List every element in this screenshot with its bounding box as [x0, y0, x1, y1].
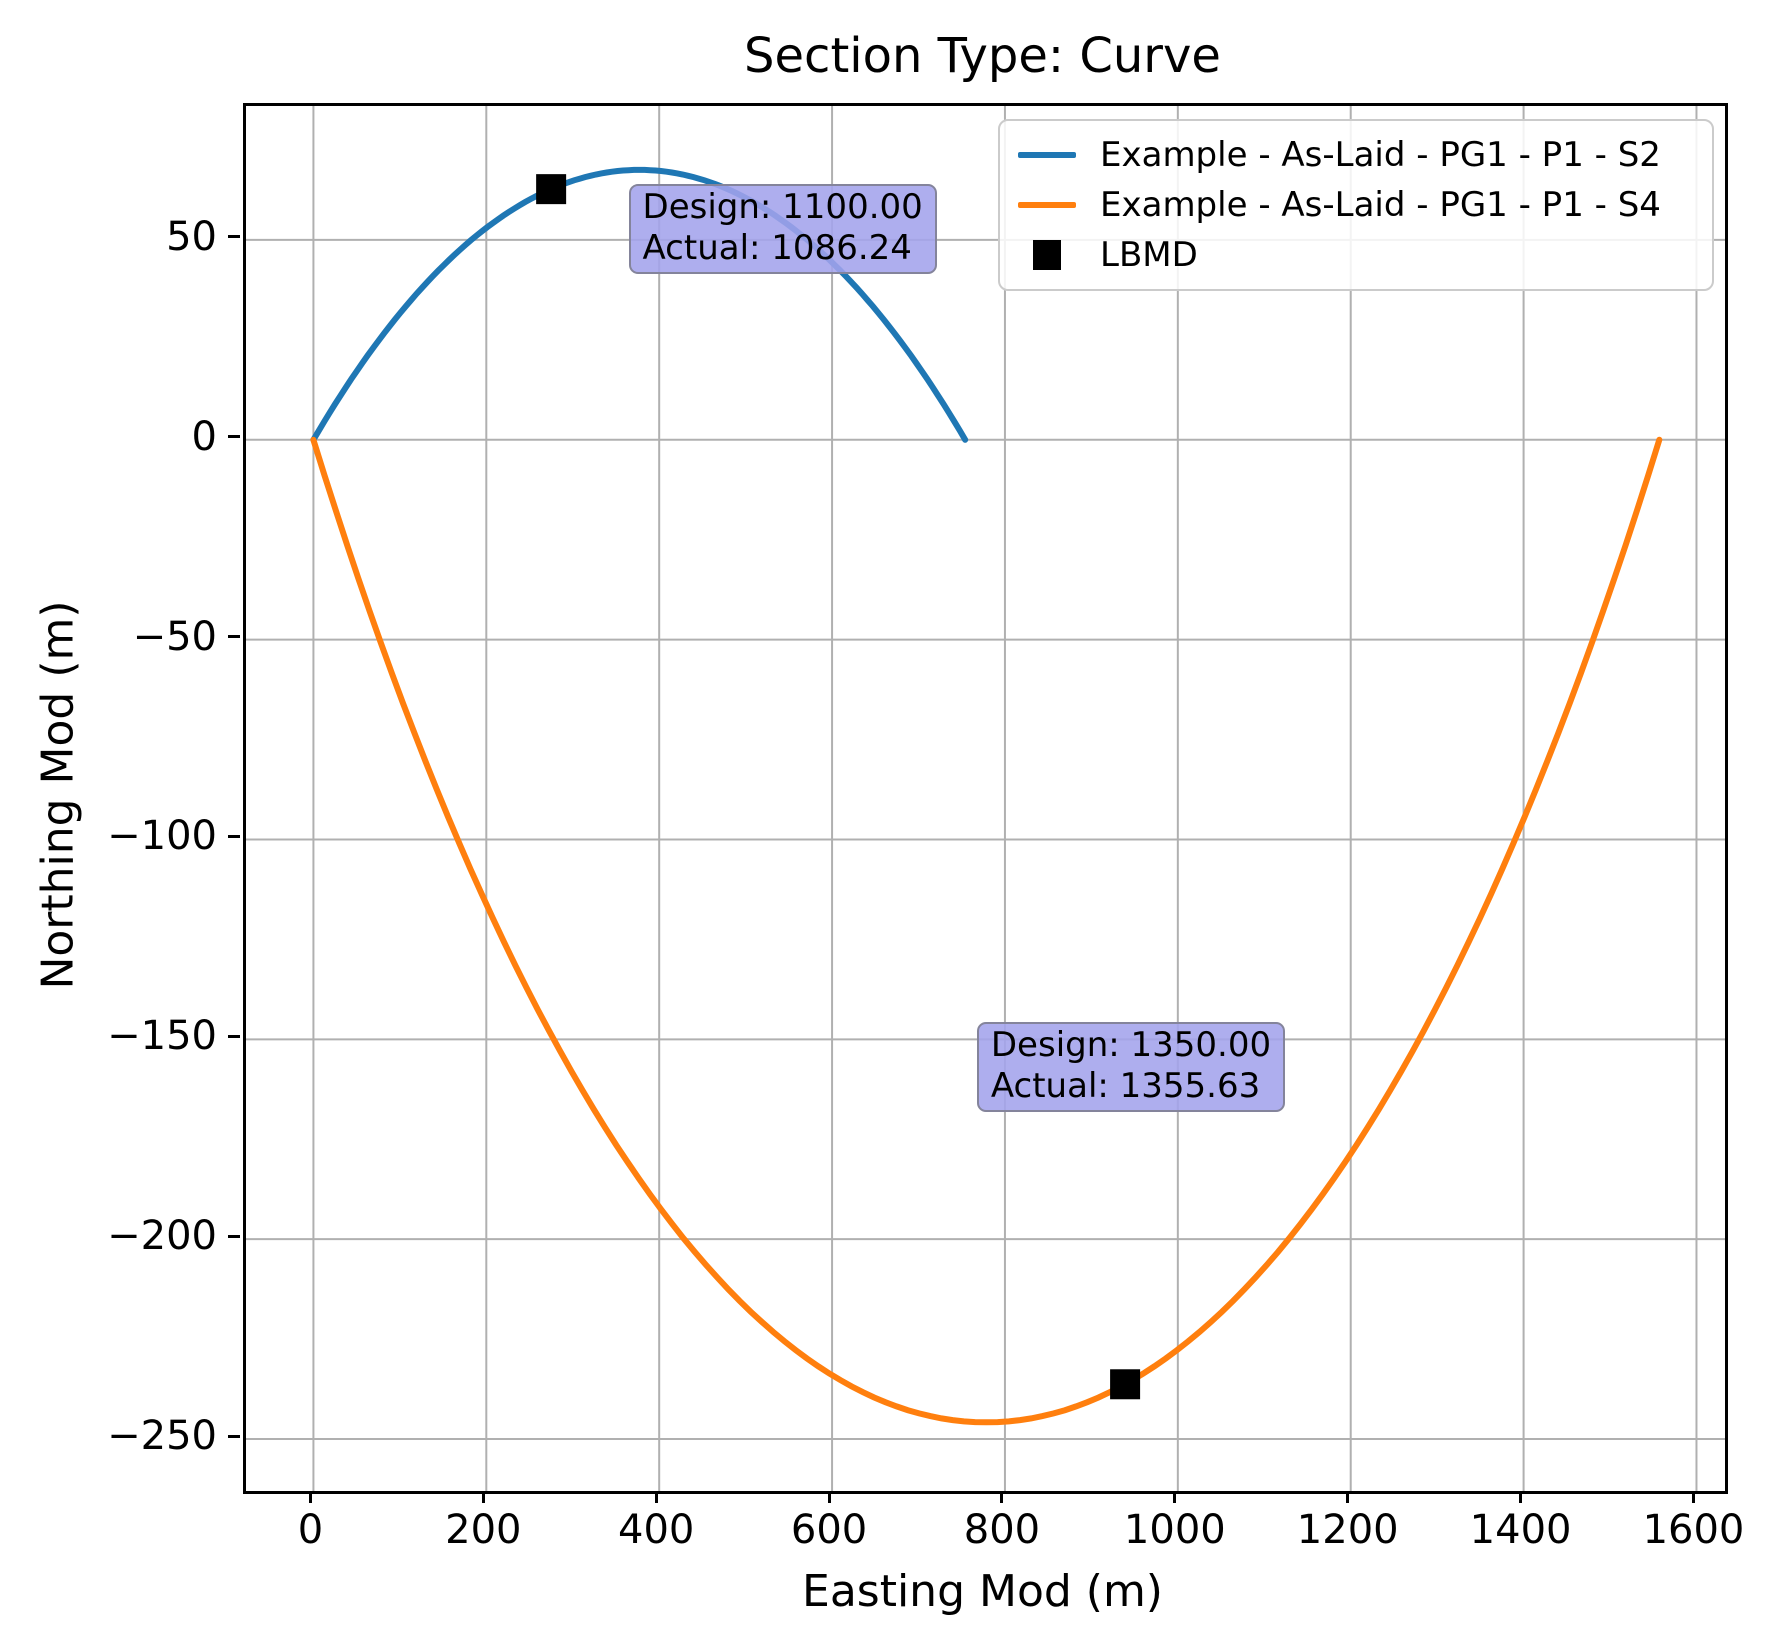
y-tick-label: −150 — [107, 1013, 217, 1060]
y-tick-label: 50 — [166, 213, 217, 260]
y-tick-mark — [228, 1034, 240, 1038]
legend-item-s2: Example - As-Laid - PG1 - P1 - S2 — [1018, 130, 1702, 180]
legend-label: Example - As-Laid - PG1 - P1 - S2 — [1100, 135, 1661, 175]
x-tick-mark — [1519, 1491, 1523, 1503]
annotation-box-s2: Design: 1100.00 Actual: 1086.24 — [628, 183, 937, 274]
annotation-design-value: Design: 1100.00 — [642, 186, 923, 227]
x-tick-label: 0 — [297, 1507, 324, 1553]
annotation-box-s4: Design: 1350.00 Actual: 1355.63 — [976, 1021, 1286, 1112]
series-curve-s4 — [310, 436, 1663, 1426]
x-tick-label: 400 — [617, 1507, 695, 1553]
series-curve-s2 — [310, 166, 969, 443]
lbmd-marker — [536, 174, 567, 205]
y-axis-label: Northing Mod (m) — [32, 600, 84, 990]
x-axis-label: Easting Mod (m) — [802, 1566, 1163, 1617]
y-tick-label: −250 — [107, 1413, 217, 1460]
y-tick-mark — [228, 834, 240, 838]
x-tick-mark — [1346, 1491, 1350, 1503]
y-tick-label: −50 — [132, 613, 217, 660]
s2-line-sample-icon — [1018, 152, 1076, 158]
plot-canvas — [246, 106, 1725, 1491]
lbmd-square-sample-icon — [1018, 240, 1076, 270]
legend-label: LBMD — [1100, 235, 1198, 275]
y-tick-label: −200 — [107, 1213, 217, 1260]
x-tick-label: 1200 — [1296, 1507, 1399, 1553]
s4-line-sample-icon — [1018, 202, 1076, 208]
plot-area — [243, 103, 1728, 1494]
y-tick-mark — [228, 235, 240, 239]
x-tick-label: 600 — [790, 1507, 868, 1553]
x-tick-label: 200 — [445, 1507, 522, 1553]
legend: Example - As-Laid - PG1 - P1 - S2 Exampl… — [998, 119, 1714, 291]
x-tick-label: 800 — [963, 1507, 1041, 1553]
x-tick-mark — [654, 1491, 658, 1503]
y-tick-mark — [228, 435, 240, 439]
legend-label: Example - As-Laid - PG1 - P1 - S4 — [1100, 185, 1661, 225]
y-tick-mark — [228, 635, 240, 639]
x-tick-label: 1400 — [1469, 1507, 1572, 1553]
lbmd-marker — [1110, 1369, 1141, 1400]
y-tick-label: 0 — [191, 413, 217, 460]
annotation-design-value: Design: 1350.00 — [990, 1024, 1272, 1065]
legend-item-lbmd: LBMD — [1018, 230, 1702, 280]
x-tick-mark — [308, 1491, 312, 1503]
y-tick-mark — [228, 1234, 240, 1238]
legend-item-s4: Example - As-Laid - PG1 - P1 - S4 — [1018, 180, 1702, 230]
y-tick-mark — [228, 1434, 240, 1438]
x-tick-mark — [1000, 1491, 1004, 1503]
x-tick-mark — [827, 1491, 831, 1503]
x-tick-mark — [1691, 1491, 1695, 1503]
chart-title: Section Type: Curve — [744, 28, 1221, 84]
annotation-actual-value: Actual: 1086.24 — [642, 227, 912, 268]
x-tick-mark — [1173, 1491, 1177, 1503]
y-tick-label: −100 — [107, 813, 217, 860]
x-tick-label: 1600 — [1642, 1507, 1745, 1553]
x-tick-mark — [481, 1491, 485, 1503]
x-tick-label: 1000 — [1123, 1507, 1226, 1553]
annotation-actual-value: Actual: 1355.63 — [990, 1065, 1261, 1106]
